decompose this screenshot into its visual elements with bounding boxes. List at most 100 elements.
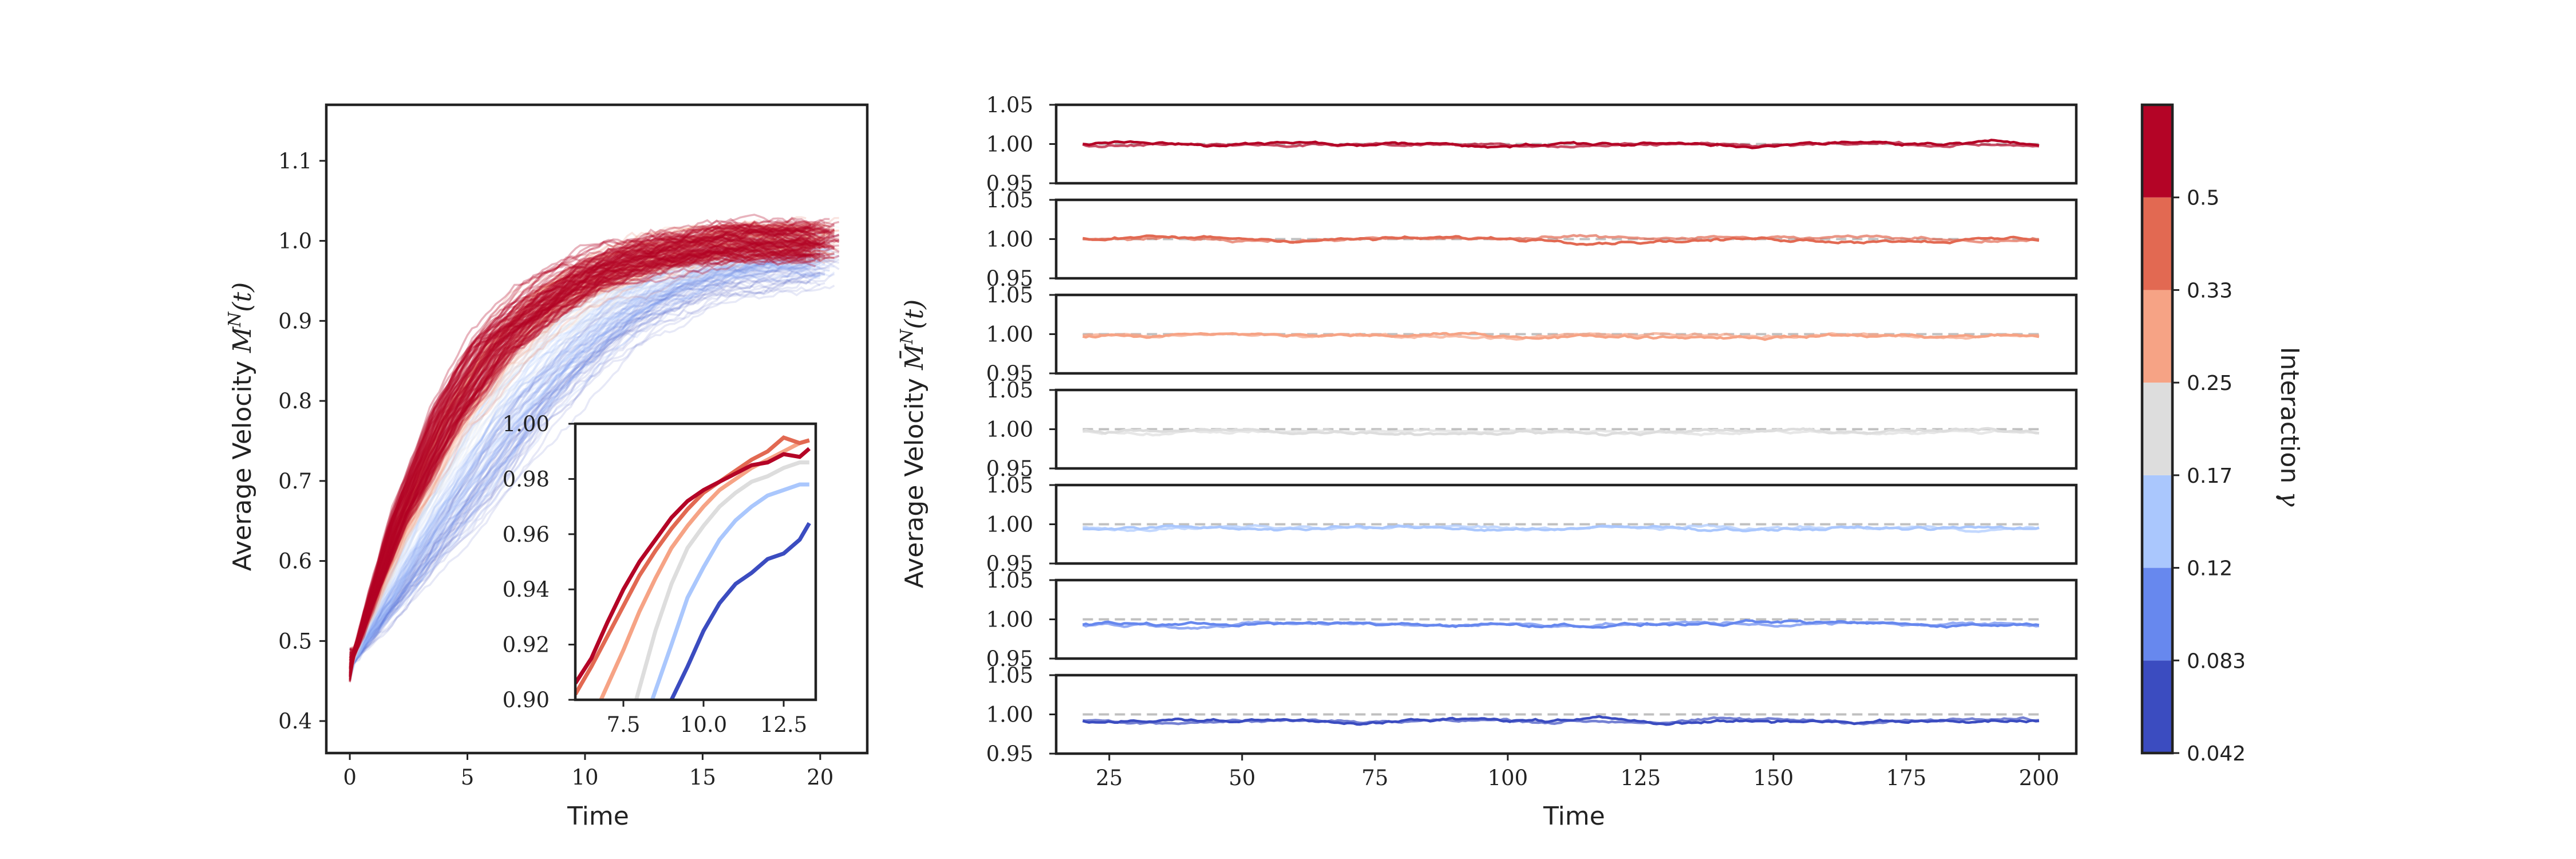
velocity-trajectory: [349, 222, 825, 660]
velocity-trajectory: [349, 227, 807, 672]
colorbar-tick-label: 0.083: [2187, 649, 2246, 673]
velocity-trajectory: [349, 220, 811, 677]
velocity-trajectory: [349, 224, 840, 668]
velocity-trajectory: [349, 238, 830, 676]
inset-curve-gamma-0.5: [575, 447, 811, 684]
velocity-trajectory: [349, 247, 835, 666]
velocity-trajectory: [349, 273, 816, 664]
velocity-trajectory: [349, 225, 825, 660]
velocity-trajectory: [349, 231, 839, 676]
velocity-trajectory: [349, 258, 821, 681]
velocity-trajectory: [349, 238, 807, 655]
velocity-trajectory: [349, 226, 816, 670]
velocity-trajectory: [349, 218, 816, 680]
gamma-group-0.5: [349, 214, 840, 683]
velocity-trajectory: [349, 235, 835, 656]
velocity-trajectory: [349, 249, 835, 679]
velocity-trajectory: [349, 249, 816, 678]
velocity-trajectory: [349, 228, 812, 661]
velocity-trajectory: [349, 222, 835, 679]
velocity-trace: [1082, 332, 2040, 341]
velocity-trajectory: [349, 273, 835, 659]
velocity-trajectory: [349, 237, 825, 680]
velocity-trajectory: [349, 233, 825, 667]
y-tick-label: 0.95: [986, 551, 1033, 576]
velocity-trace: [1082, 234, 2040, 245]
velocity-trajectory: [349, 234, 811, 681]
velocity-trajectory: [349, 254, 820, 673]
velocity-trajectory: [349, 245, 812, 656]
velocity-trajectory: [349, 223, 835, 664]
inset-frame: [574, 422, 817, 702]
velocity-trajectory: [349, 247, 816, 683]
velocity-trajectory: [349, 234, 840, 679]
velocity-trajectory: [349, 247, 821, 677]
x-tick-label: 20: [807, 765, 833, 790]
velocity-trajectory: [349, 242, 840, 668]
y-tick-label: 0.95: [986, 647, 1033, 671]
velocity-trajectory: [349, 227, 807, 668]
y-tick-label: 1.05: [986, 473, 1033, 498]
velocity-trajectory: [349, 233, 816, 672]
velocity-trajectory: [349, 255, 825, 672]
velocity-trajectory: [349, 273, 821, 667]
velocity-trajectory: [349, 249, 816, 666]
velocity-trajectory: [349, 226, 835, 661]
velocity-trajectory: [349, 246, 830, 663]
inset-chart: 7.5 10.0 12.5 0.90 0.92 0.94 0.96 0.98 1.00: [503, 412, 817, 737]
inset-curve-gamma-0.25: [599, 438, 810, 700]
velocity-trajectory: [349, 264, 811, 658]
velocity-trajectory: [349, 234, 830, 679]
velocity-trajectory: [349, 250, 840, 656]
velocity-trajectory: [349, 261, 821, 675]
x-tick-label: 0: [343, 765, 357, 790]
velocity-trajectory: [349, 245, 816, 673]
x-tick-label: 10: [571, 765, 598, 790]
velocity-trajectory: [349, 239, 840, 657]
velocity-trajectory: [349, 235, 821, 660]
y-tick-label: 1.05: [986, 663, 1033, 688]
velocity-trajectory: [349, 254, 825, 680]
velocity-trajectory: [349, 243, 840, 669]
velocity-trajectory: [349, 246, 835, 675]
y-tick-label: 0.5: [278, 629, 312, 653]
y-tick-label: 0.9: [278, 309, 312, 333]
colorbar-swatch-0.12: [2142, 475, 2172, 568]
velocity-trace: [1082, 620, 2040, 630]
velocity-trajectory: [349, 219, 835, 655]
velocity-trajectory: [349, 251, 816, 669]
velocity-trajectory: [349, 231, 840, 652]
velocity-trajectory: [349, 233, 831, 668]
velocity-trajectory: [349, 278, 821, 660]
velocity-trajectory: [349, 246, 807, 663]
velocity-trajectory: [349, 259, 812, 661]
velocity-trajectory: [349, 228, 835, 665]
velocity-trajectory: [349, 245, 816, 677]
velocity-trajectory: [349, 232, 839, 661]
velocity-trajectory: [349, 258, 835, 678]
velocity-trajectory: [349, 270, 825, 661]
velocity-trajectory: [349, 244, 807, 659]
velocity-trajectory: [349, 252, 835, 669]
velocity-trajectory: [349, 216, 830, 678]
panel-gamma-0.12: 0.95 1.00 1.05: [986, 473, 2078, 576]
velocity-trajectory: [349, 237, 825, 675]
velocity-trajectory: [349, 224, 835, 654]
panel-gamma-0.083: 0.95 1.00 1.05: [986, 568, 2078, 671]
colorbar-swatch-0.042: [2142, 660, 2172, 753]
y-tick-label: 0.95: [986, 171, 1033, 196]
y-tick-label: 1.1: [278, 149, 312, 174]
velocity-trajectory: [349, 221, 821, 668]
velocity-trajectory: [349, 239, 821, 675]
y-tick-label: 1.05: [986, 188, 1033, 212]
right-y-axis-label: Average Velocity M̄N(t): [897, 300, 929, 589]
velocity-trajectory: [349, 256, 816, 683]
velocity-trajectory: [349, 260, 821, 660]
velocity-trajectory: [349, 233, 812, 651]
velocity-trajectory: [349, 245, 821, 667]
velocity-trajectory: [349, 233, 835, 669]
velocity-trajectory: [349, 219, 812, 651]
velocity-trajectory: [349, 222, 835, 667]
velocity-trajectory: [349, 228, 812, 660]
velocity-trajectory: [349, 246, 816, 673]
